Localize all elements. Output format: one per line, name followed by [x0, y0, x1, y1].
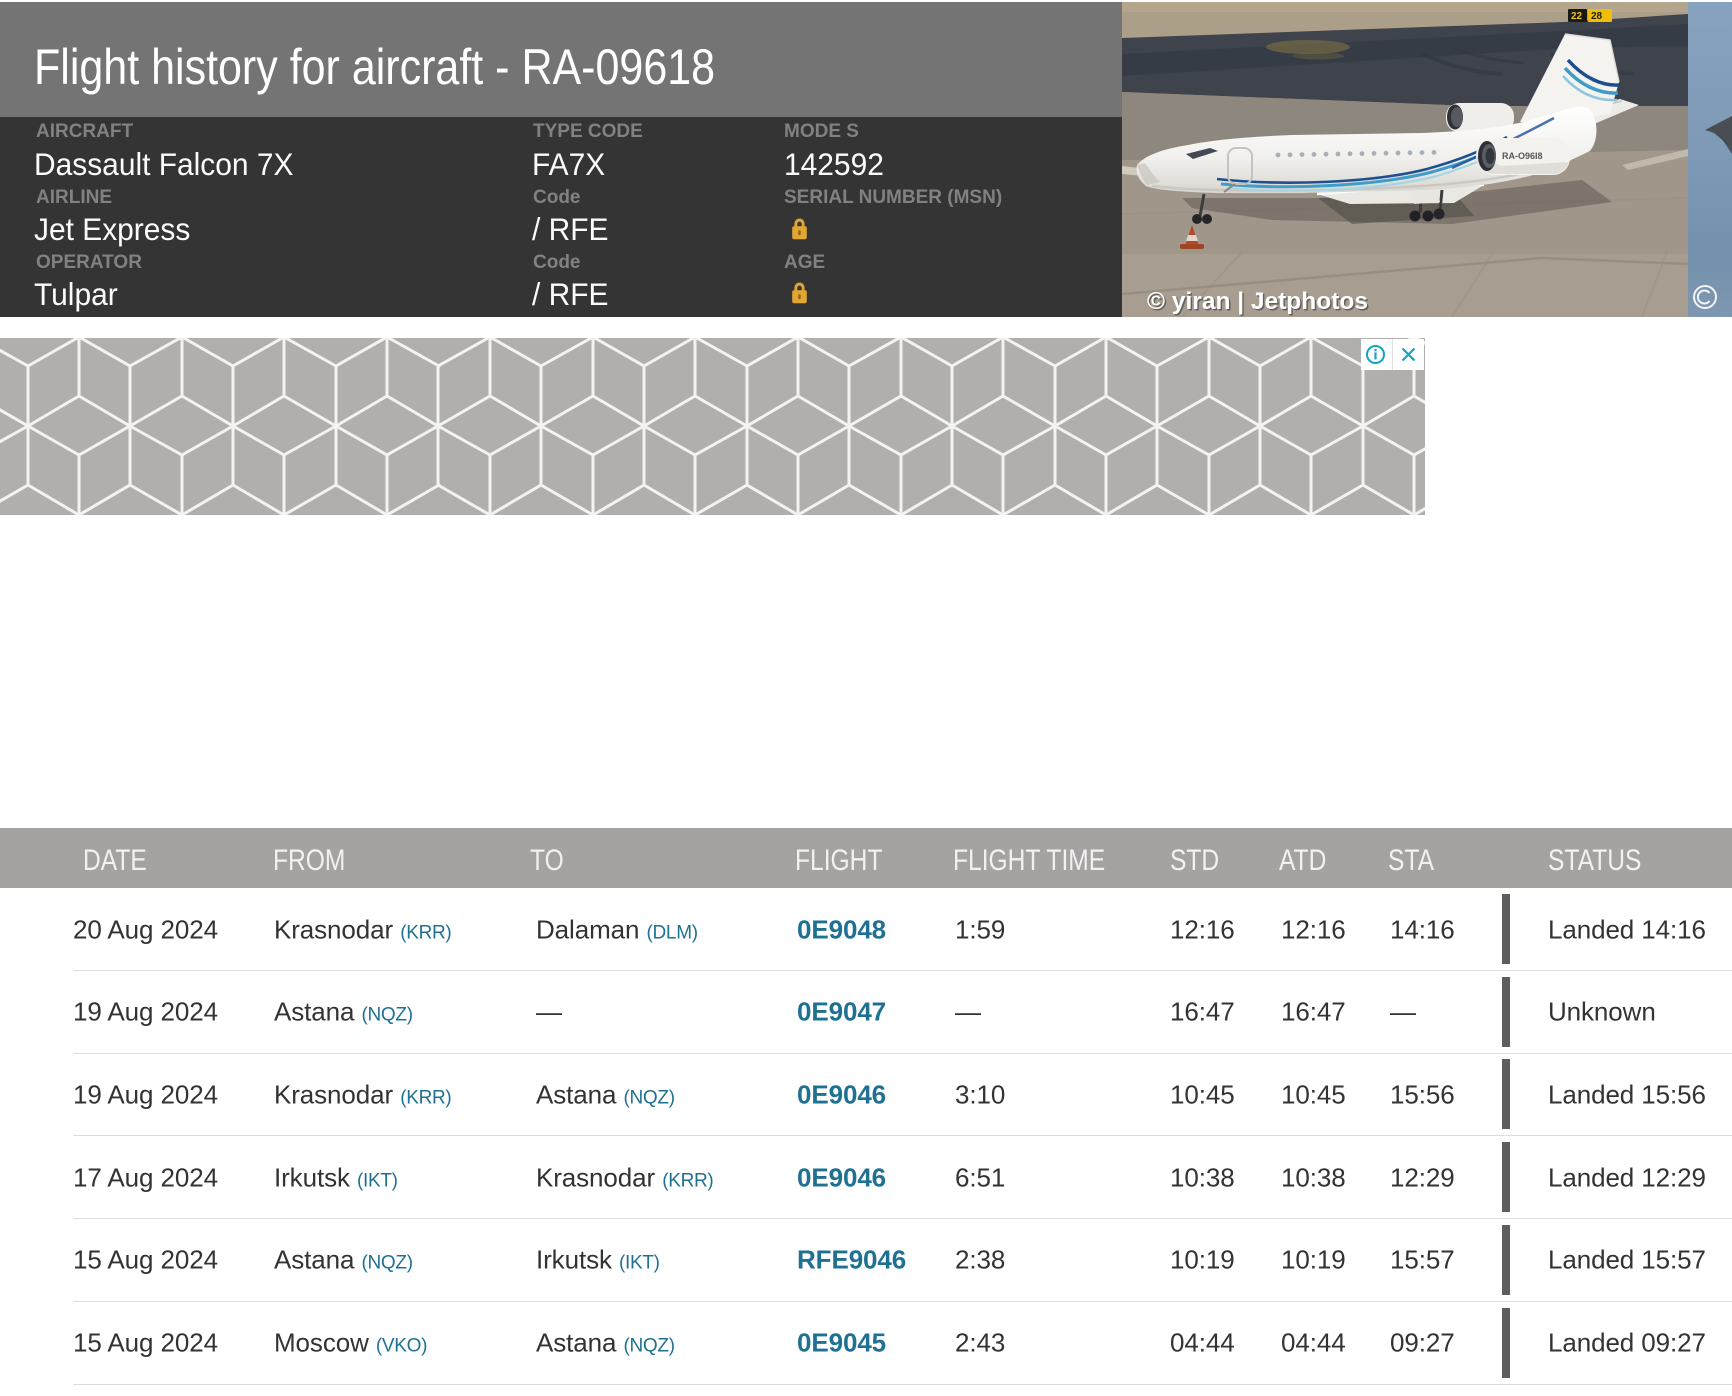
svg-text:28: 28 [1591, 11, 1603, 22]
svg-text:RA-O96I8: RA-O96I8 [1502, 151, 1543, 161]
svg-text:© yiran | Jetphotos: © yiran | Jetphotos [1149, 290, 1370, 317]
svg-text:22: 22 [1571, 11, 1583, 22]
svg-text:© yiran | Jetphotos: © yiran | Jetphotos [1147, 288, 1368, 315]
